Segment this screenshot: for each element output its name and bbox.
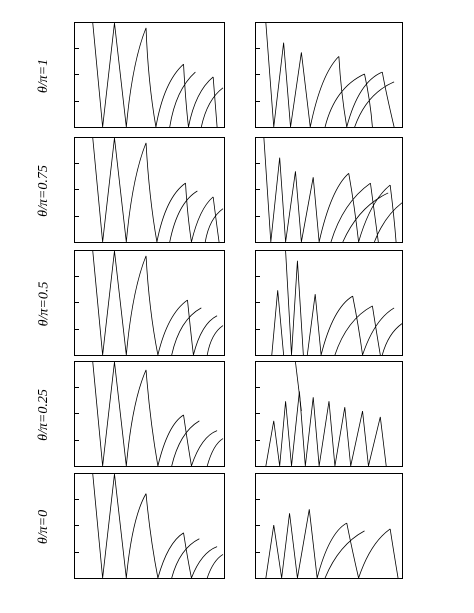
panel-theta-1-right [255,22,403,128]
curves-theta-0-75-left [92,138,224,242]
curves-theta-0-25-left [92,362,224,466]
panel-theta-0-25-right [255,361,403,467]
curves-theta-0-left [92,474,224,578]
row-label-theta-0-25: θ/π=0.25 [36,389,52,441]
row-label-theta-0-5: θ/π=0.5 [36,281,52,327]
panel-theta-0-left [74,473,225,579]
panel-theta-0-5-left [74,250,225,356]
panel-theta-0-25-left [74,361,225,467]
panel-theta-0-75-left [74,137,225,243]
row-label-theta-1: θ/π=1 [36,58,52,94]
curves-theta-1-left [92,23,224,127]
row-label-theta-0-75: θ/π=0.75 [36,165,52,217]
curves-theta-0-right [265,509,399,578]
panel-theta-0-75-right [255,137,403,243]
panel-theta-0-5-right [255,250,403,356]
curves-theta-0-5-right [271,251,402,355]
panel-theta-0-right [255,473,403,579]
curves-theta-0-5-left [92,251,224,355]
curves-theta-1-right [265,23,395,127]
curves-theta-0-75-right [263,138,402,242]
panel-theta-1-left [74,22,225,128]
curves-theta-0-25-right [265,362,387,466]
row-label-theta-0: θ/π=0 [36,509,52,545]
